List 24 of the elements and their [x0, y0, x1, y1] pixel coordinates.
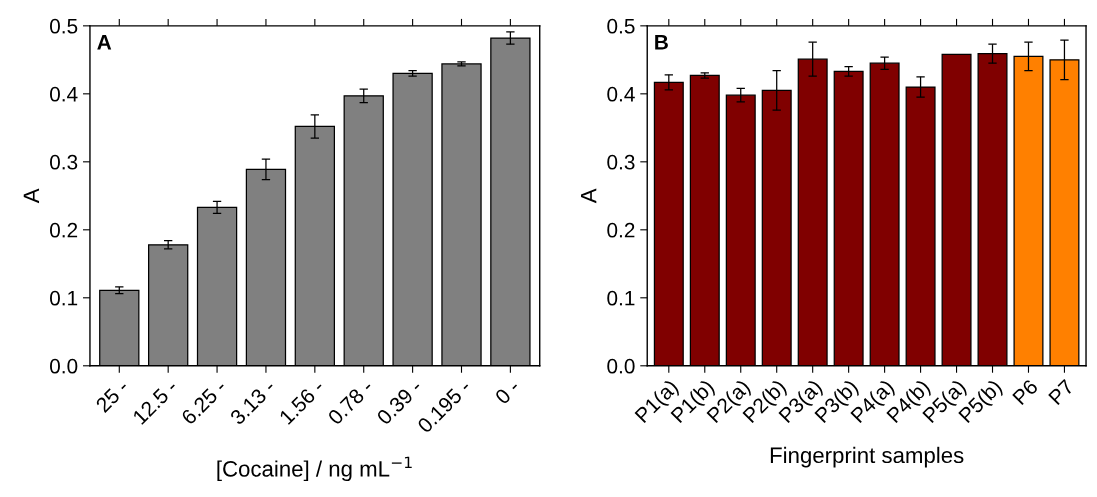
y-tick-label: 0.2: [50, 222, 78, 238]
annotation: A: [97, 35, 112, 50]
y-tick-label: 0.5: [50, 18, 78, 34]
x-axis-title: [Cocaine] / ng mL$^{−1}$: [217, 456, 412, 482]
y-axis-title: A: [23, 188, 40, 204]
y-tick-label: 0.0: [607, 358, 635, 374]
annotation: B: [655, 35, 668, 50]
y-tick-label: 0.5: [607, 18, 635, 34]
y-tick-label: 0.3: [50, 154, 78, 170]
y-tick-label: 0.1: [50, 290, 78, 306]
y-tick-label: 0.1: [607, 290, 635, 306]
x-tick-label: 3.13 -: [229, 378, 277, 426]
y-tick-label: 0.4: [50, 86, 78, 102]
y-tick-label: 0.2: [607, 222, 635, 238]
y-axis-title: A: [581, 188, 597, 204]
y-tick-label: 0.3: [607, 154, 635, 170]
x-tick-label: 0.78 -: [327, 378, 374, 426]
x-tick-label: 0 -: [494, 378, 521, 406]
x-tick-label: P7: [1048, 378, 1075, 406]
y-tick-label: 0.4: [607, 86, 635, 102]
x-tick-label: 25 -: [95, 378, 130, 414]
y-tick-label: 0.0: [50, 358, 78, 374]
x-tick-label: P6: [1012, 378, 1039, 406]
x-axis-title: Fingerprint samples: [770, 446, 964, 468]
